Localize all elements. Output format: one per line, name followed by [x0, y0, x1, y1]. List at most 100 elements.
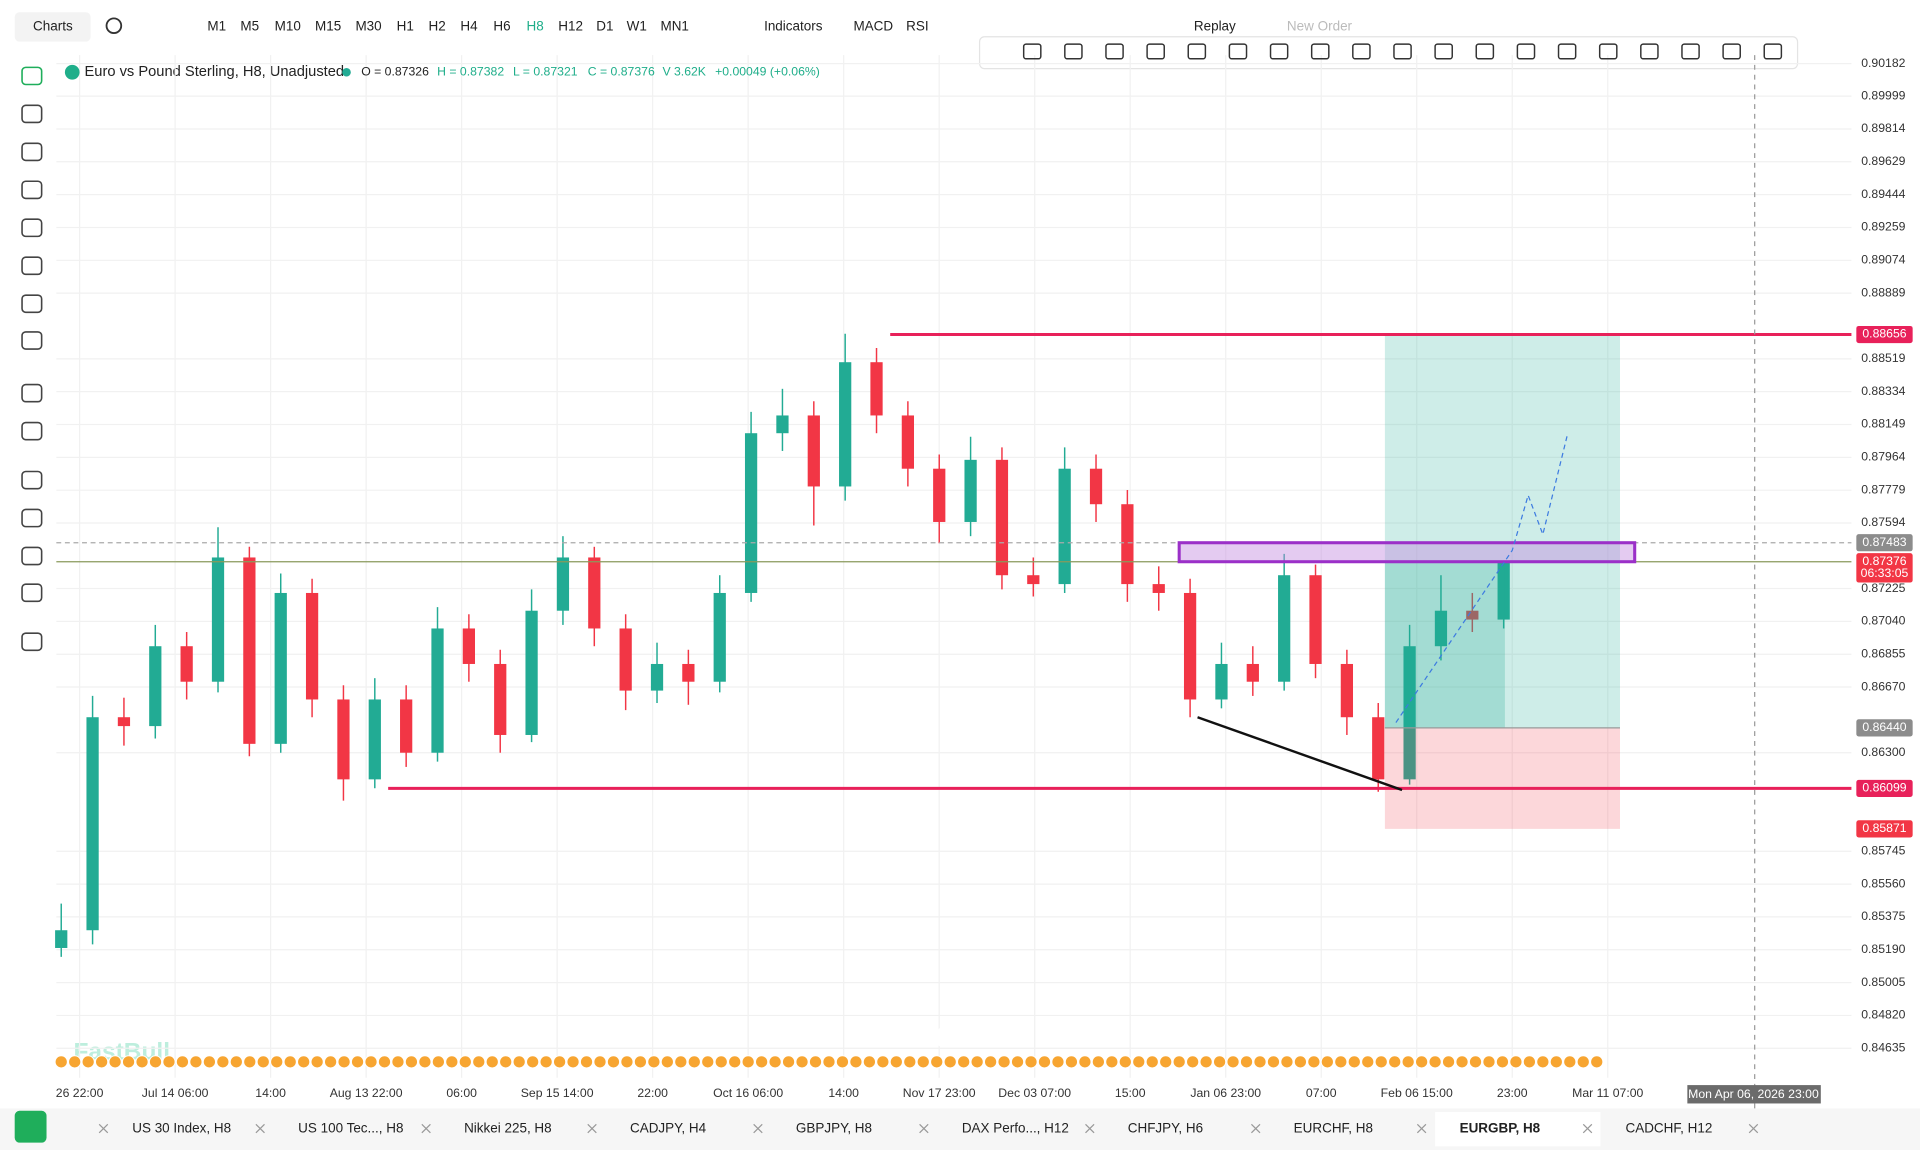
y-tick-label: 0.89814: [1861, 121, 1905, 135]
tool-icon[interactable]: [1516, 43, 1536, 60]
timeframe[interactable]: M30: [355, 19, 381, 34]
event-icon: [889, 1055, 903, 1069]
tab-label[interactable]: GBPJPY, H8: [796, 1121, 872, 1136]
tab-close-icon[interactable]: [1748, 1123, 1759, 1134]
x-tick-label: 26 22:00: [56, 1086, 104, 1100]
tool-icon[interactable]: [1022, 43, 1042, 60]
tool-icon[interactable]: [1763, 43, 1783, 60]
tool-icon[interactable]: [1393, 43, 1412, 60]
tool-icon[interactable]: [1146, 43, 1165, 60]
sidebar-icon[interactable]: [21, 421, 43, 441]
sidebar-icon[interactable]: [21, 104, 43, 124]
sidebar-icon[interactable]: [21, 331, 43, 350]
event-icon: [647, 1055, 661, 1069]
tab-close-icon[interactable]: [753, 1123, 763, 1134]
zoom-button[interactable]: [975, 1027, 996, 1048]
tab-label[interactable]: CHFJPY, H6: [1128, 1121, 1203, 1136]
sidebar-icon[interactable]: [21, 470, 43, 490]
rsi[interactable]: RSI: [906, 19, 928, 34]
tab-close-icon[interactable]: [255, 1123, 265, 1134]
y-tick-label: 0.85745: [1861, 843, 1905, 857]
tool-icon[interactable]: [1557, 43, 1577, 60]
x-tick-label: 15:00: [1115, 1086, 1146, 1100]
event-icon: [270, 1055, 284, 1069]
sidebar-icon[interactable]: [21, 583, 43, 603]
timeframe[interactable]: M5: [240, 19, 259, 34]
macd[interactable]: MACD: [853, 19, 893, 34]
replay[interactable]: Replay: [1194, 19, 1236, 34]
tab-label[interactable]: CADCHF, H12: [1626, 1121, 1713, 1136]
event-icon: [1401, 1055, 1415, 1069]
tab-label[interactable]: CADJPY, H4: [630, 1121, 707, 1136]
tool-icon[interactable]: [1269, 43, 1289, 60]
tool-icon[interactable]: [1064, 43, 1083, 60]
indicators[interactable]: Indicators: [764, 19, 823, 34]
tab-label[interactable]: US 100 Tec..., H8: [298, 1121, 403, 1136]
tab-close-icon[interactable]: [919, 1123, 929, 1134]
candle-body: [368, 699, 381, 780]
charts-button[interactable]: [14, 12, 91, 42]
timeframe[interactable]: H2: [429, 19, 446, 34]
sidebar-icon[interactable]: [21, 383, 43, 403]
tab-label[interactable]: DAX Perfo..., H12: [962, 1121, 1069, 1136]
tool-icon[interactable]: [1187, 43, 1207, 60]
tool-icon[interactable]: [1228, 43, 1248, 60]
timeframe[interactable]: H6: [493, 19, 510, 34]
timeframe[interactable]: W1: [627, 19, 647, 34]
timeframe[interactable]: H12: [558, 19, 583, 34]
event-icon: [1024, 1055, 1038, 1069]
tool-icon[interactable]: [1105, 43, 1124, 60]
tool-icon[interactable]: [1722, 43, 1741, 60]
timeframe[interactable]: M10: [275, 19, 301, 34]
tab-close-icon[interactable]: [1416, 1123, 1427, 1134]
tab-close-icon[interactable]: [1085, 1123, 1095, 1134]
zoom-button[interactable]: [937, 1027, 958, 1048]
tool-icon[interactable]: [1310, 43, 1330, 60]
timeframe[interactable]: M1: [207, 19, 226, 34]
tool-icon[interactable]: [1434, 43, 1453, 60]
price-tag: [1856, 820, 1913, 838]
timeframe[interactable]: H4: [460, 19, 478, 34]
tab-label[interactable]: EURCHF, H8: [1294, 1121, 1373, 1136]
timeframe[interactable]: M15: [315, 19, 341, 34]
status-dot: [342, 67, 351, 77]
tab-label[interactable]: EURGBP, H8: [1460, 1121, 1541, 1136]
sidebar-icon[interactable]: [21, 546, 43, 566]
event-icon: [566, 1055, 580, 1069]
candle-body: [305, 592, 319, 700]
favorite-button[interactable]: [14, 1110, 47, 1143]
sidebar-icon[interactable]: [21, 632, 43, 652]
tab-label[interactable]: Nikkei 225, H8: [464, 1121, 552, 1136]
tool-icon[interactable]: [1640, 43, 1659, 60]
tab-close-icon[interactable]: [98, 1123, 109, 1134]
search-icon[interactable]: [105, 17, 123, 34]
sidebar-icon[interactable]: [21, 256, 43, 276]
tab-close-icon[interactable]: [1250, 1123, 1261, 1134]
tool-icon[interactable]: [1475, 43, 1495, 60]
timeframe[interactable]: H8: [526, 19, 543, 34]
timeframe[interactable]: D1: [596, 19, 613, 34]
event-icon: [1159, 1055, 1173, 1069]
tool-icon[interactable]: [1352, 43, 1371, 60]
sidebar-icon[interactable]: [21, 142, 43, 162]
sidebar-icon[interactable]: [21, 218, 43, 238]
tab-close-icon[interactable]: [587, 1123, 597, 1134]
sidebar-icon[interactable]: [21, 180, 43, 200]
target-zone: [1384, 334, 1620, 728]
new-order[interactable]: New Order: [1287, 19, 1353, 34]
price-tag-label: 0.87483: [1862, 535, 1906, 549]
timeframe[interactable]: H1: [397, 19, 414, 34]
timeframe[interactable]: MN1: [660, 19, 688, 34]
event-icon: [68, 1055, 82, 1069]
tab-label[interactable]: US 30 Index, H8: [132, 1121, 231, 1136]
sidebar-icon[interactable]: [21, 294, 43, 314]
tool-icon[interactable]: [1681, 43, 1700, 60]
tool-icon[interactable]: [1598, 43, 1618, 60]
tab-close-icon[interactable]: [1582, 1123, 1593, 1134]
candle-body: [870, 362, 883, 416]
charts-label[interactable]: Charts: [33, 19, 73, 34]
tab-close-icon[interactable]: [421, 1123, 431, 1134]
sidebar-icon[interactable]: [21, 508, 43, 528]
sidebar-icon[interactable]: [21, 66, 43, 86]
event-icon: [876, 1055, 890, 1069]
